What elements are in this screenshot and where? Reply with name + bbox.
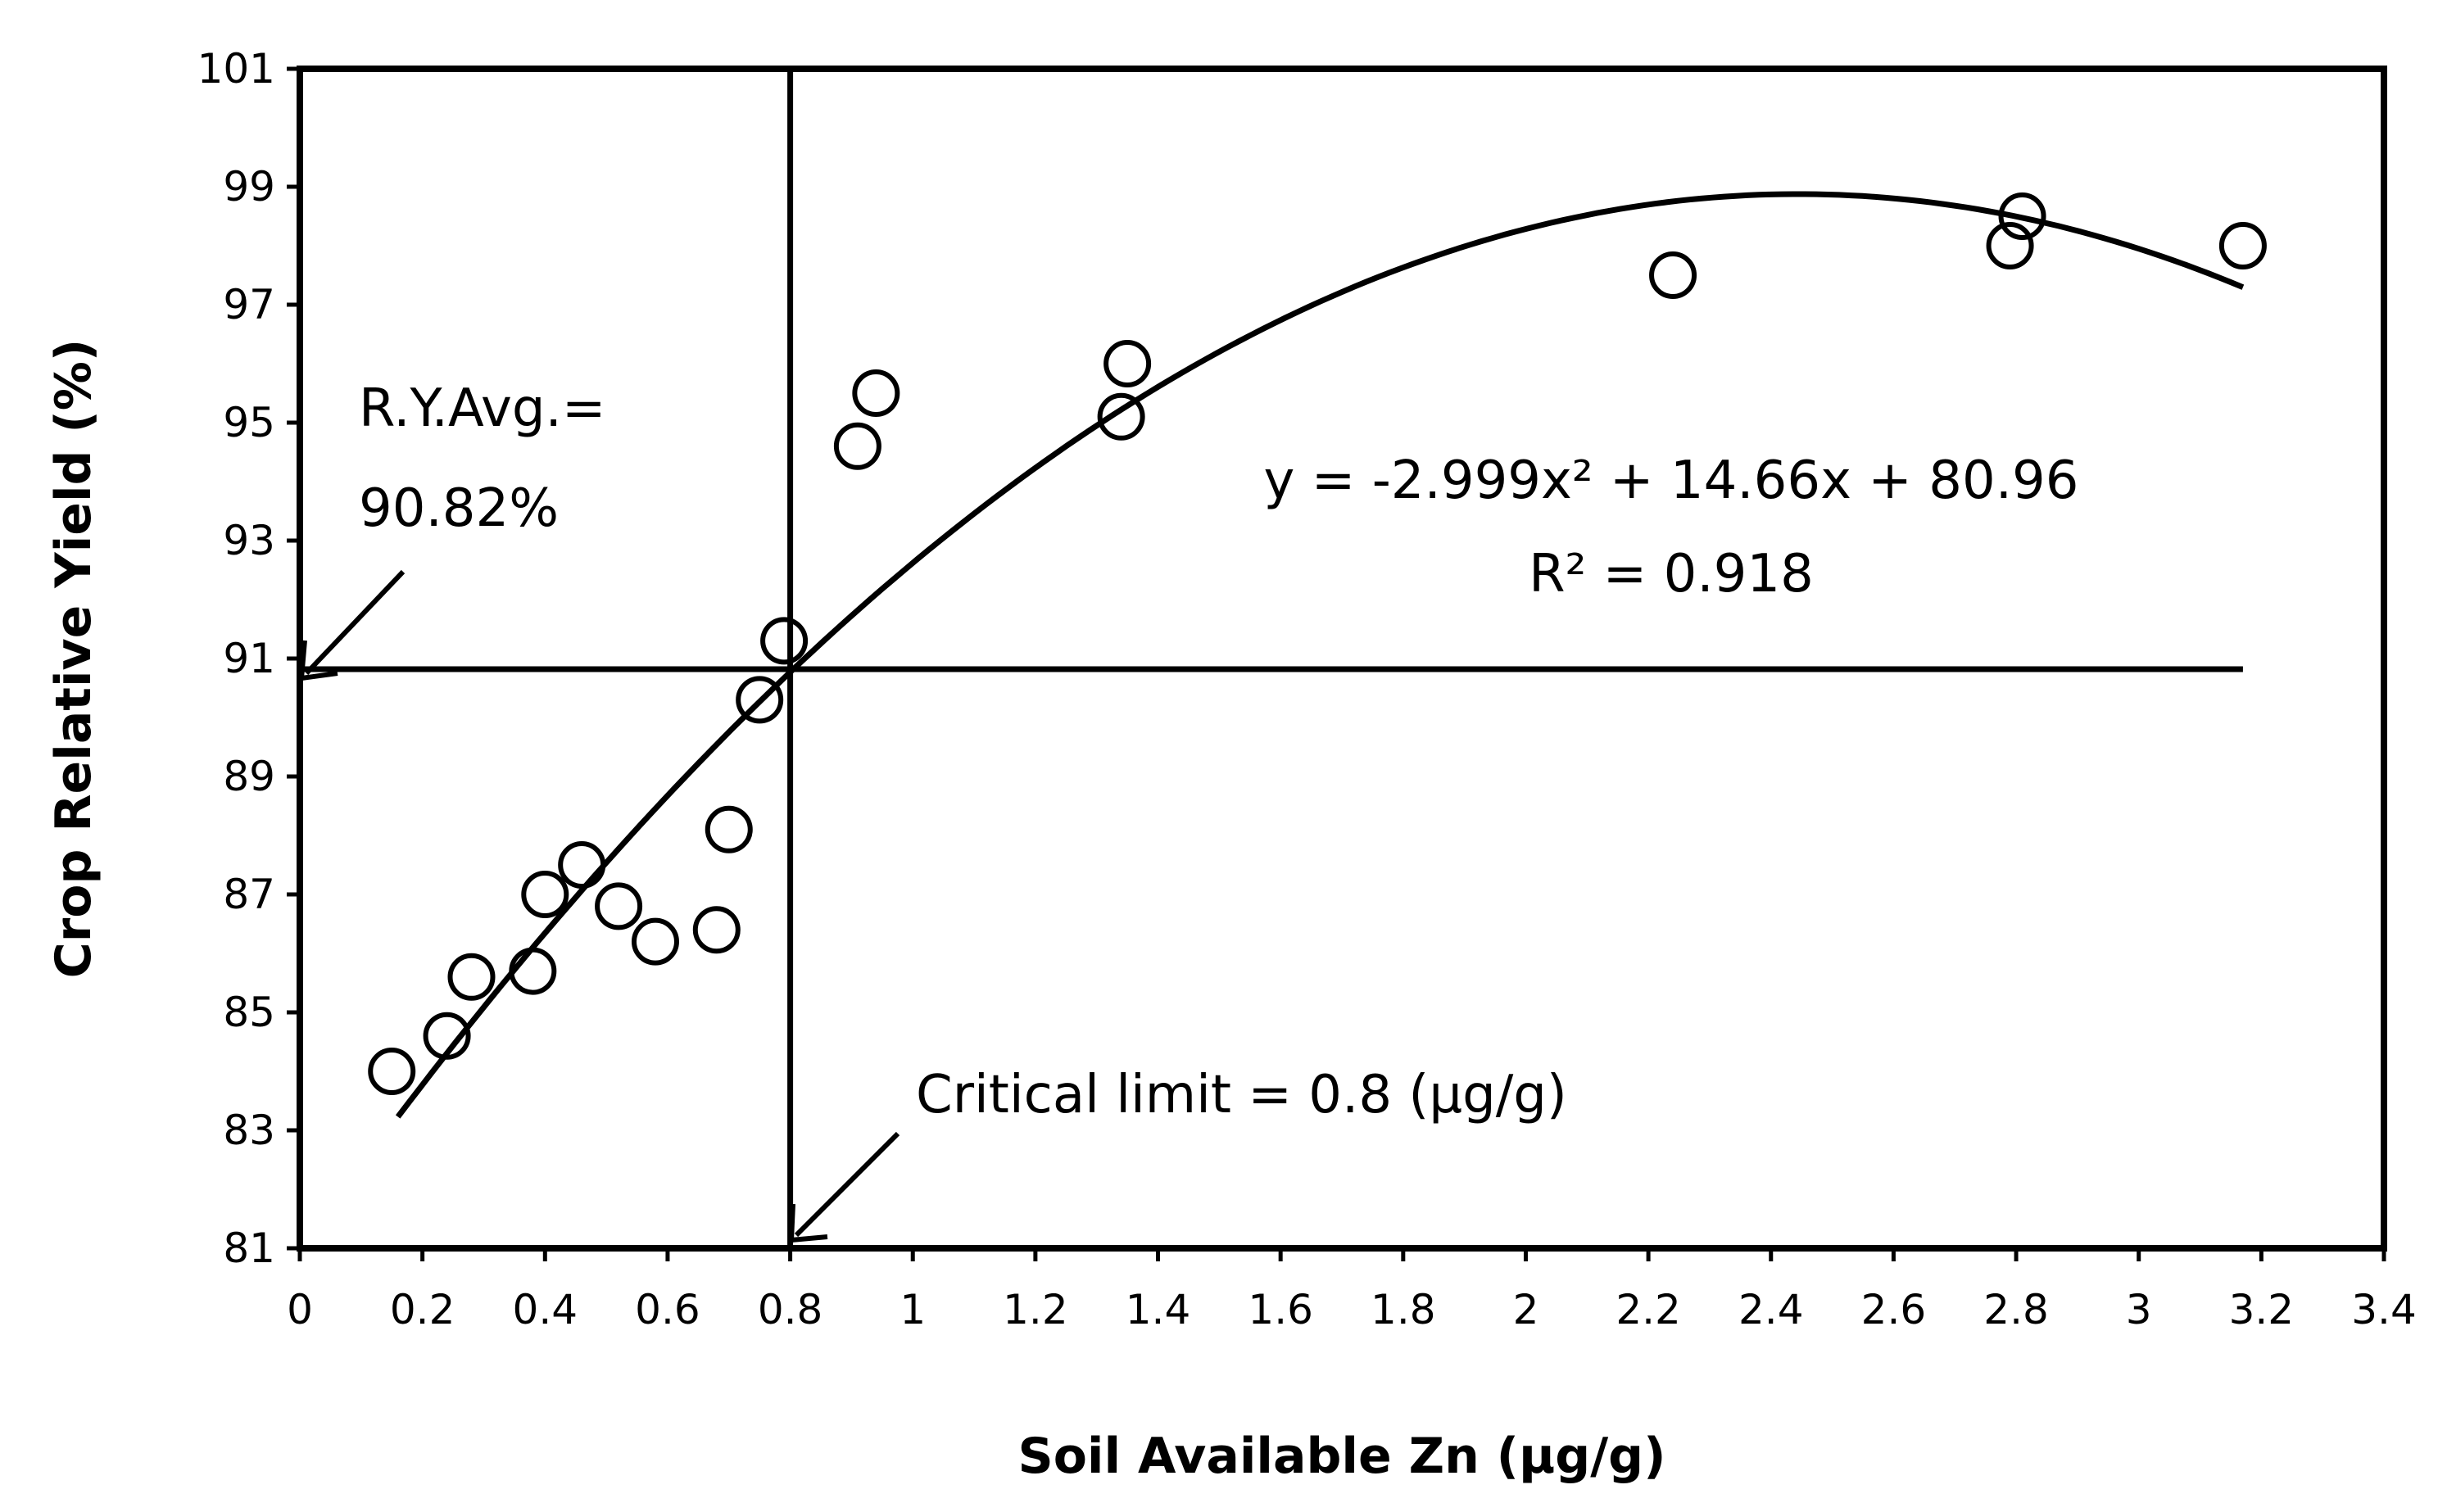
y-tick-label: 81 xyxy=(223,1225,275,1272)
data-point xyxy=(509,947,557,995)
x-tick-label: 2.2 xyxy=(1616,1286,1681,1333)
data-point xyxy=(852,369,900,417)
x-tick-label: 0.4 xyxy=(513,1286,578,1333)
data-point xyxy=(1103,340,1152,387)
average-arrow-shaft xyxy=(304,569,406,676)
data-point xyxy=(736,676,784,724)
x-tick-label: 1.6 xyxy=(1248,1286,1313,1333)
data-point xyxy=(423,1012,471,1060)
data-point xyxy=(1649,251,1697,299)
tick-labels: 0 0.2 0.4 0.6 0.8 1 1.2 1.4 1.6 1.8 2 2.2 2.4 2.6 2.8 3… xyxy=(197,45,2417,1333)
data-point xyxy=(692,906,741,954)
y-tick-label: 89 xyxy=(223,753,275,800)
x-tick-label: 0.8 xyxy=(758,1286,823,1333)
plot-area-border xyxy=(297,66,2387,1252)
data-point xyxy=(447,953,496,1001)
reference-lines xyxy=(300,69,2245,1248)
data-point xyxy=(368,1048,416,1095)
data-point xyxy=(760,617,809,665)
data-point xyxy=(1998,192,2046,240)
critical-arrow-head xyxy=(789,1203,828,1243)
data-points xyxy=(368,192,2267,1095)
equation-label: y = -2.999x² + 14.66x + 80.96 xyxy=(1264,450,2079,511)
y-axis-title: Crop Relative Yield (%) xyxy=(45,339,102,979)
x-tick-label: 1.4 xyxy=(1126,1286,1191,1333)
x-tick-label: 2 xyxy=(1513,1286,1539,1333)
x-tick-label: 2.6 xyxy=(1861,1286,1927,1333)
x-tick-label: 0 xyxy=(287,1286,313,1333)
trend-line xyxy=(395,191,2245,1119)
r-squared-label: R² = 0.918 xyxy=(1529,544,1814,604)
x-tick-label: 0.2 xyxy=(390,1286,455,1333)
data-point xyxy=(2218,222,2267,269)
x-tick-label: 0.6 xyxy=(635,1286,700,1333)
data-point xyxy=(558,841,606,889)
data-point xyxy=(833,422,881,470)
x-tick-label: 2.8 xyxy=(1983,1286,2049,1333)
average-label-line2: 90.82% xyxy=(359,478,559,539)
critical-arrow-shaft xyxy=(794,1131,900,1238)
x-tick-label: 3 xyxy=(2126,1286,2152,1333)
average-arrow-head xyxy=(299,640,338,681)
x-tick-label: 1.2 xyxy=(1003,1286,1068,1333)
y-tick-label: 99 xyxy=(223,163,275,211)
x-tick-label: 1 xyxy=(900,1286,926,1333)
x-tick-label: 1.8 xyxy=(1371,1286,1436,1333)
y-tick-label: 87 xyxy=(223,871,275,918)
y-tick-label: 85 xyxy=(223,989,275,1036)
y-tick-label: 97 xyxy=(223,281,275,328)
y-tick-label: 91 xyxy=(223,635,275,682)
x-tick-label: 3.4 xyxy=(2351,1286,2417,1333)
x-tick-label: 3.2 xyxy=(2229,1286,2295,1333)
data-point xyxy=(631,917,679,966)
x-tick-label: 2.4 xyxy=(1738,1286,1804,1333)
y-tick-label: 95 xyxy=(223,399,275,446)
data-point xyxy=(1986,222,2034,269)
y-tick-label: 101 xyxy=(197,45,275,93)
average-label-line1: R.Y.Avg.= xyxy=(359,378,606,439)
data-point xyxy=(521,871,569,918)
y-tick-label: 83 xyxy=(223,1107,275,1154)
x-axis-title: Soil Available Zn (µg/g) xyxy=(1018,1428,1666,1485)
critical-limit-label: Critical limit = 0.8 (µg/g) xyxy=(916,1065,1567,1125)
y-tick-label: 93 xyxy=(223,517,275,564)
data-point xyxy=(595,882,643,930)
data-point xyxy=(705,805,753,853)
data-point xyxy=(1097,392,1145,441)
